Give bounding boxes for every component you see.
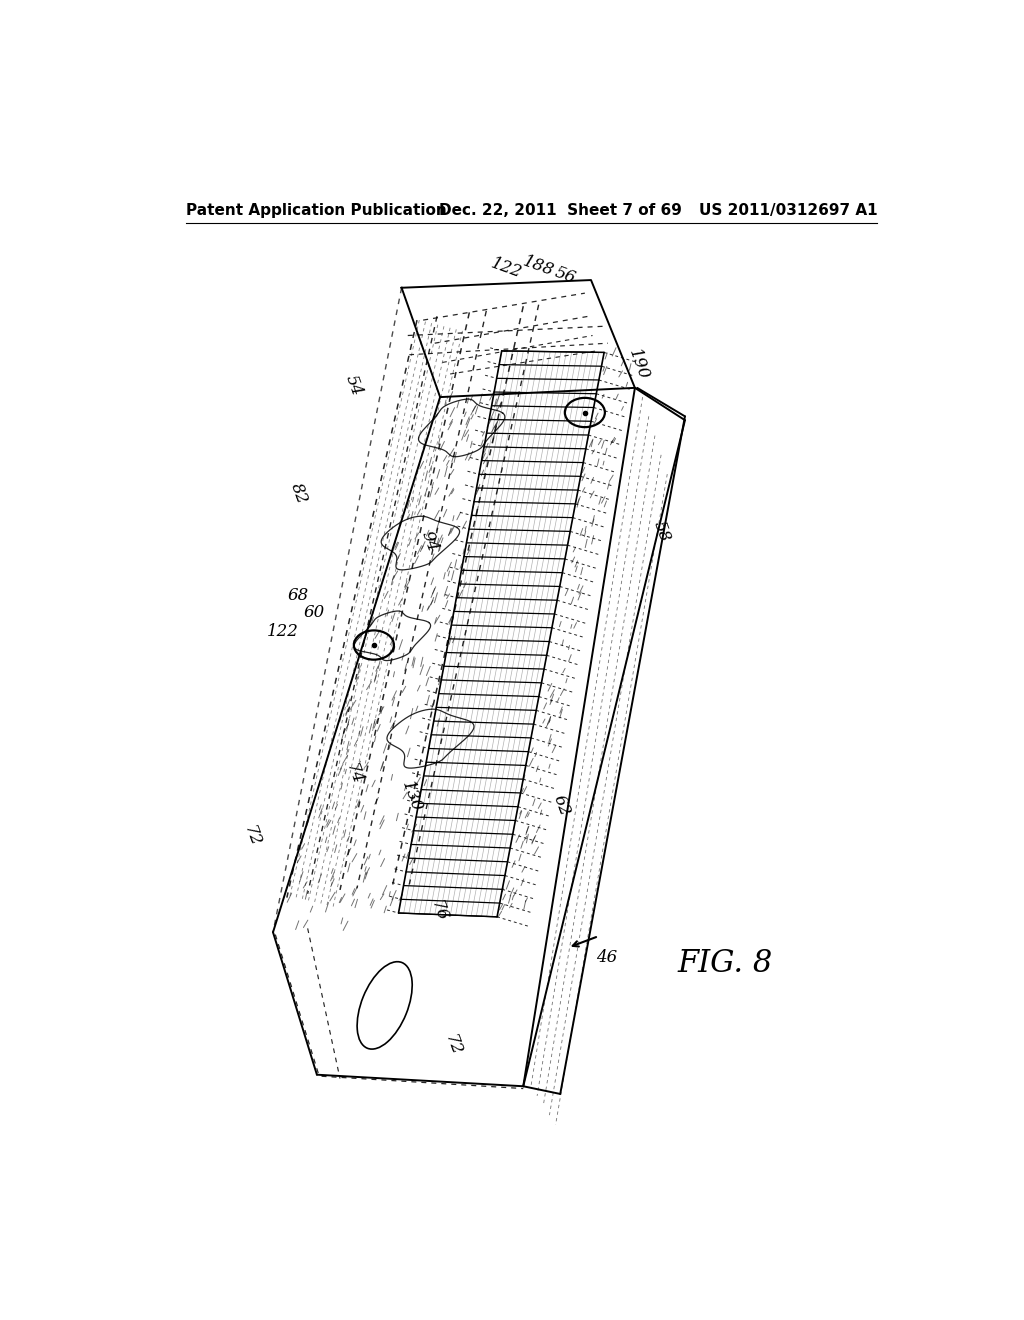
Text: 122: 122 bbox=[267, 623, 299, 640]
Text: 58: 58 bbox=[650, 519, 674, 545]
Text: 74: 74 bbox=[342, 762, 366, 787]
Text: FIG. 8: FIG. 8 bbox=[677, 948, 772, 978]
Text: 68: 68 bbox=[288, 587, 309, 605]
Text: US 2011/0312697 A1: US 2011/0312697 A1 bbox=[698, 203, 878, 218]
Text: 190: 190 bbox=[626, 347, 652, 383]
Text: Dec. 22, 2011  Sheet 7 of 69: Dec. 22, 2011 Sheet 7 of 69 bbox=[438, 203, 681, 218]
Text: 76: 76 bbox=[427, 899, 451, 924]
Text: 82: 82 bbox=[287, 480, 310, 507]
Text: 188: 188 bbox=[521, 252, 556, 280]
Text: Patent Application Publication: Patent Application Publication bbox=[186, 203, 446, 218]
Text: 72: 72 bbox=[241, 824, 264, 849]
Text: 46: 46 bbox=[596, 949, 617, 966]
Text: 130: 130 bbox=[398, 777, 425, 814]
Text: 94: 94 bbox=[418, 529, 441, 554]
Text: 60: 60 bbox=[303, 605, 325, 622]
Text: 62: 62 bbox=[550, 792, 573, 818]
Text: 122: 122 bbox=[488, 255, 524, 282]
Text: 56: 56 bbox=[553, 264, 579, 286]
Text: 54: 54 bbox=[342, 372, 366, 399]
Text: 72: 72 bbox=[440, 1032, 464, 1059]
